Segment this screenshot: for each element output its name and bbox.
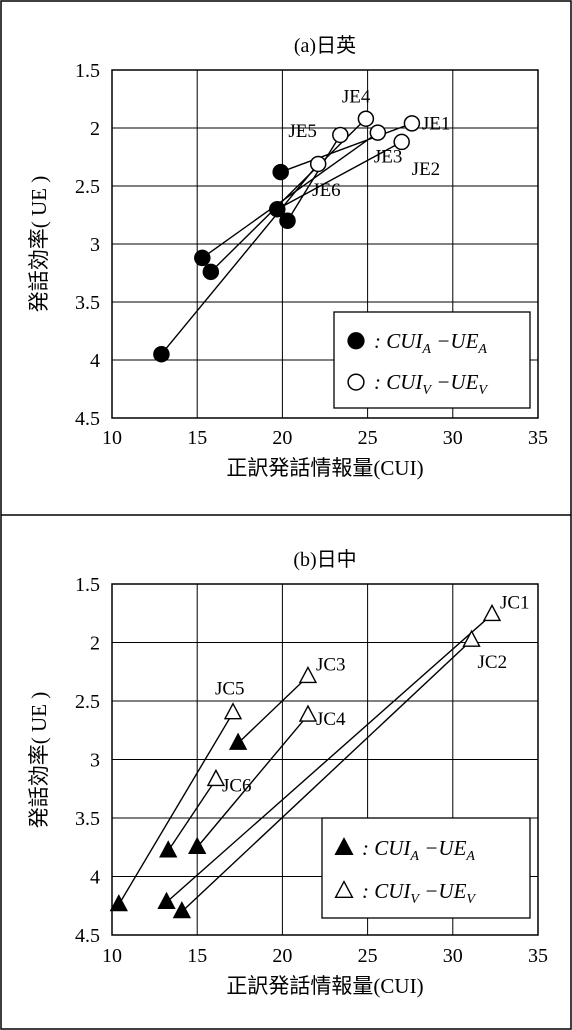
point-label: JE5 bbox=[288, 121, 317, 142]
y-tick-label: 2.5 bbox=[75, 691, 100, 713]
y-tick-label: 3 bbox=[90, 234, 100, 256]
pair-connector-line bbox=[160, 163, 319, 355]
pair-connector-line bbox=[118, 712, 234, 905]
data-point-filled bbox=[188, 836, 207, 854]
pair-connector-line bbox=[166, 613, 493, 903]
chart-title: (b)日中 bbox=[293, 548, 356, 571]
x-tick-label: 10 bbox=[102, 427, 122, 449]
x-tick-label: 25 bbox=[358, 427, 378, 449]
data-point-open bbox=[462, 629, 481, 647]
legend-entry: : CUIA −UEA bbox=[374, 329, 487, 357]
data-point-open bbox=[357, 110, 375, 127]
x-tick-label: 30 bbox=[443, 945, 463, 967]
chart-panel-a: (a)日英 10 15 20 25 30 35 1.5 2 2.5 3 3.5 4 4.5 正訳発話情報量(… bbox=[27, 34, 548, 480]
data-point-filled bbox=[228, 732, 248, 750]
data-point-open bbox=[223, 702, 243, 720]
y-tick-label: 1.5 bbox=[75, 574, 100, 596]
data-point-filled bbox=[272, 163, 289, 181]
pair-connector-line bbox=[196, 714, 309, 848]
data-point-open bbox=[206, 768, 226, 787]
point-label: JE6 bbox=[312, 180, 341, 201]
data-point-filled bbox=[172, 901, 192, 919]
plot-area bbox=[111, 69, 539, 419]
x-tick-label: 15 bbox=[187, 427, 207, 449]
legend-marker bbox=[347, 332, 365, 350]
y-tick-label: 1.5 bbox=[75, 60, 100, 82]
data-point-filled bbox=[194, 249, 211, 267]
pair-connector-line bbox=[181, 639, 473, 913]
data-point-open bbox=[298, 665, 318, 684]
point-label: JE1 bbox=[422, 113, 451, 134]
data-point-filled bbox=[153, 345, 170, 363]
x-tick-label: 35 bbox=[528, 427, 548, 449]
y-tick-label: 2.5 bbox=[75, 176, 100, 198]
y-tick-label: 3.5 bbox=[75, 292, 100, 314]
chart-panel-b: (b)日中 10 15 20 25 30 35 1.5 2 2.5 3 3.5 4 4.5 正訳発話情報量(… bbox=[27, 548, 548, 998]
legend-marker bbox=[334, 837, 354, 855]
legend-entry: : CUIV −UEV bbox=[362, 879, 476, 907]
x-tick-label: 10 bbox=[102, 945, 122, 967]
legend-marker bbox=[347, 373, 365, 391]
y-tick-label: 4.5 bbox=[75, 925, 100, 947]
point-label: JC4 bbox=[316, 709, 346, 730]
legend-entry: : CUIV −UEV bbox=[374, 370, 488, 398]
pair-connector-line bbox=[237, 675, 309, 744]
y-tick-label: 3.5 bbox=[75, 808, 100, 830]
y-tick-label: 4 bbox=[90, 867, 100, 889]
x-tick-label: 20 bbox=[272, 945, 292, 967]
data-point-open bbox=[298, 704, 318, 722]
data-point-filled bbox=[159, 840, 178, 858]
data-point-open bbox=[309, 155, 327, 173]
point-label: JE2 bbox=[412, 159, 441, 180]
data-point-filled bbox=[269, 200, 286, 218]
chart-title: (a)日英 bbox=[294, 34, 356, 57]
point-label: JC6 bbox=[222, 775, 252, 796]
pair-connector-line bbox=[280, 122, 413, 173]
legend-box bbox=[333, 311, 531, 409]
legend-box bbox=[321, 817, 531, 919]
legend-entry: : CUIA −UEA bbox=[362, 836, 475, 864]
pair-connector-line bbox=[276, 141, 403, 210]
x-tick-label: 35 bbox=[528, 945, 548, 967]
plot-area bbox=[111, 583, 539, 936]
x-tick-label: 25 bbox=[358, 945, 378, 967]
data-point-open bbox=[332, 126, 349, 144]
x-axis-label: 正訳発話情報量(CUI) bbox=[226, 456, 423, 480]
data-point-filled bbox=[109, 894, 128, 912]
data-point-open bbox=[403, 115, 421, 132]
y-tick-label: 2 bbox=[90, 118, 100, 140]
pair-connector-line bbox=[201, 132, 379, 259]
y-tick-label: 3 bbox=[90, 750, 100, 772]
data-point-open bbox=[369, 124, 387, 141]
data-point-open bbox=[393, 133, 410, 151]
y-tick-label: 4.5 bbox=[75, 408, 100, 430]
x-axis-label: 正訳発話情報量(CUI) bbox=[226, 974, 423, 998]
point-label: JE4 bbox=[342, 87, 371, 108]
pair-connector-line bbox=[286, 134, 341, 222]
point-label: JC5 bbox=[215, 679, 245, 700]
data-point-open bbox=[482, 603, 502, 622]
point-label: JC1 bbox=[500, 592, 530, 613]
data-point-filled bbox=[202, 263, 220, 281]
pair-connector-line bbox=[167, 779, 217, 852]
y-axis-label: 発話効率( UE ) bbox=[27, 176, 51, 312]
point-label: JC2 bbox=[478, 652, 508, 673]
y-axis-label: 発話効率( UE ) bbox=[27, 692, 51, 828]
x-tick-label: 30 bbox=[443, 427, 463, 449]
point-label: JE3 bbox=[374, 147, 403, 168]
pair-connector-line bbox=[210, 118, 367, 273]
x-tick-label: 20 bbox=[272, 427, 292, 449]
y-tick-label: 2 bbox=[90, 633, 100, 655]
x-tick-label: 15 bbox=[187, 945, 207, 967]
legend-marker bbox=[334, 880, 354, 898]
y-tick-label: 4 bbox=[90, 350, 100, 372]
point-label: JC3 bbox=[316, 654, 346, 675]
data-point-filled bbox=[157, 891, 176, 909]
data-point-filled bbox=[279, 212, 296, 230]
